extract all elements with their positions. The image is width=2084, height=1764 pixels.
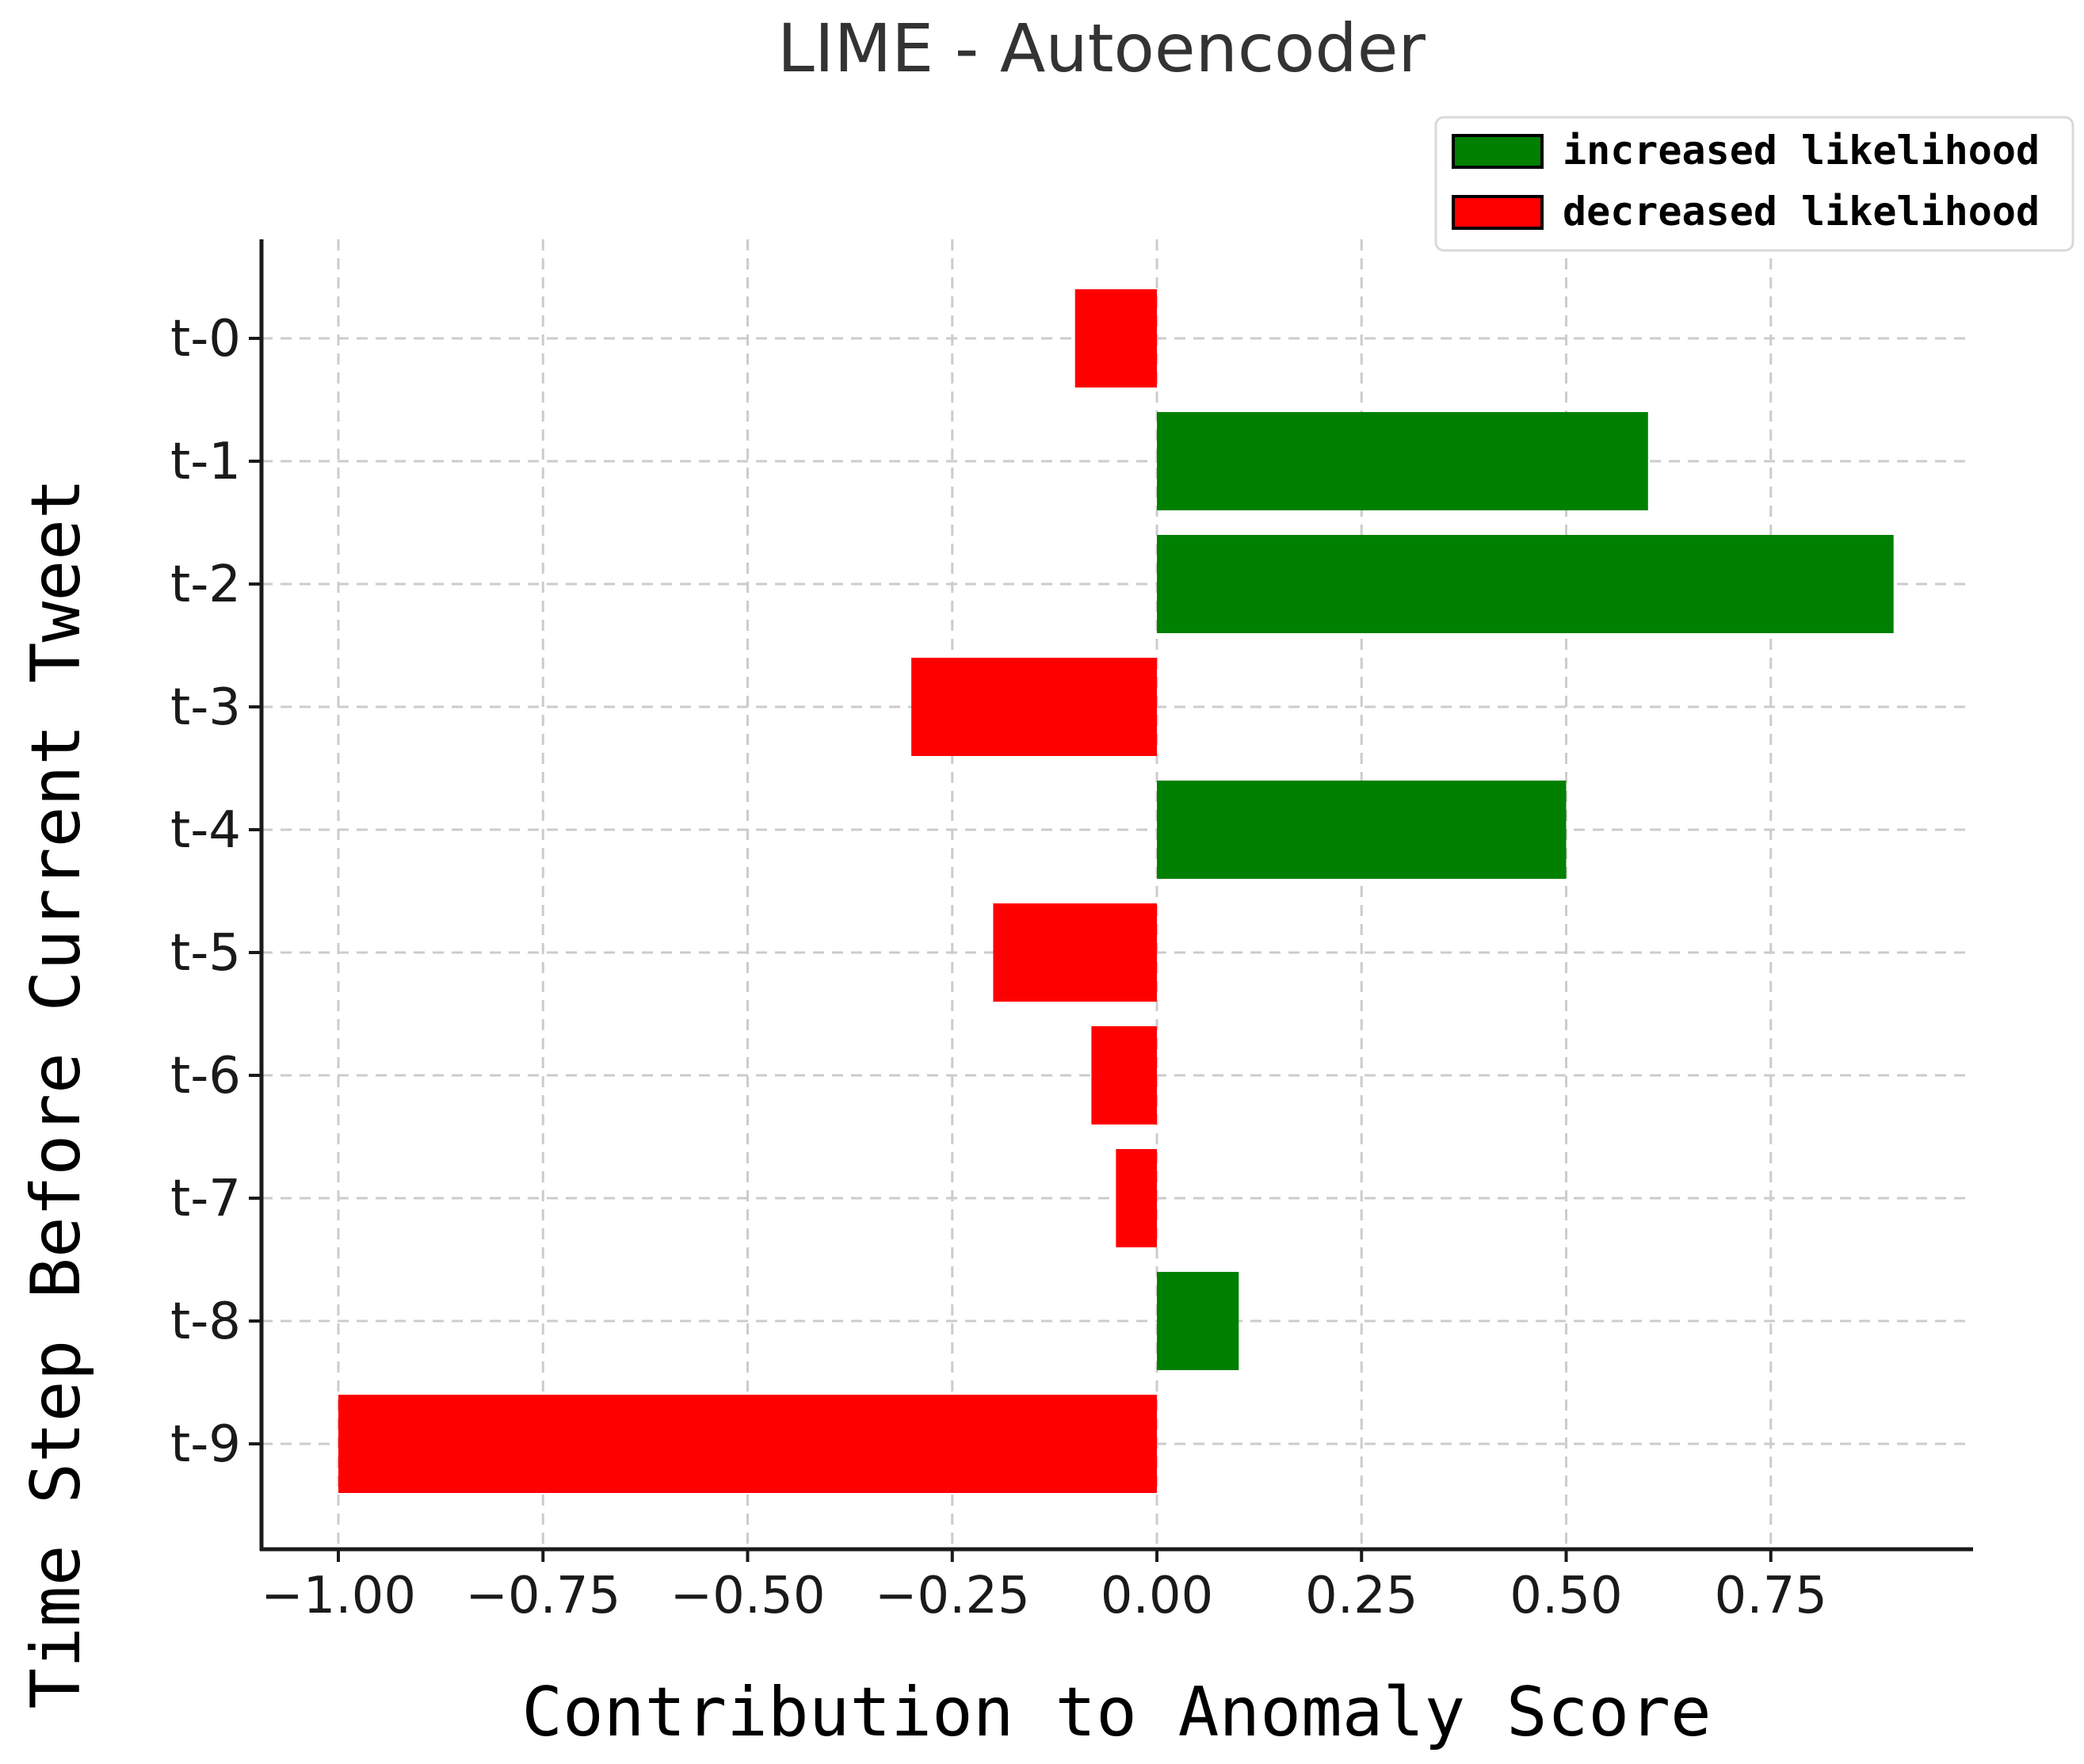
- y-tick-label: t-2: [170, 556, 241, 614]
- legend-label-increased: increased likelihood: [1563, 128, 2040, 174]
- legend-swatch-decreased: [1452, 195, 1544, 230]
- x-tick-label: −0.75: [465, 1567, 620, 1625]
- x-tick-label: 0.00: [1101, 1567, 1214, 1625]
- tick-labels: −1.00 −0.75 −0.50 −0.25 0.00 0.25 0.50 0.75 t-0 t…: [170, 310, 1827, 1625]
- legend-frame: [1434, 116, 2074, 252]
- y-tick-label: t-0: [170, 310, 241, 368]
- legend-swatch-increased: [1452, 134, 1544, 169]
- x-tick-label: −1.00: [261, 1567, 416, 1625]
- y-tick-label: t-7: [170, 1170, 241, 1228]
- x-tick-label: 0.75: [1715, 1567, 1828, 1625]
- y-tick-label: t-8: [170, 1292, 241, 1351]
- x-tick-label: −0.25: [875, 1567, 1030, 1625]
- y-tick-label: t-4: [170, 801, 241, 860]
- grid: [261, 239, 1973, 1549]
- bar-t-9: [338, 1395, 1157, 1493]
- bars: [338, 289, 1894, 1493]
- x-tick-label: 0.25: [1305, 1567, 1418, 1625]
- bar-t-0: [1074, 289, 1157, 388]
- x-tick-label: −0.50: [670, 1567, 825, 1625]
- bar-t-4: [1157, 781, 1567, 879]
- y-tick-label: t-5: [170, 924, 241, 983]
- bar-t-8: [1157, 1272, 1239, 1370]
- x-axis-title: Contribution to Anomaly Score: [521, 1673, 1712, 1752]
- bar-t-7: [1116, 1149, 1157, 1247]
- y-axis-title: Time Step Before Current Tweet: [17, 478, 96, 1709]
- axes: [249, 239, 1973, 1562]
- bar-t-3: [911, 658, 1157, 756]
- legend: increased likelihood decreased likelihoo…: [1434, 116, 2074, 252]
- bar-t-5: [993, 903, 1157, 1002]
- bar-t-1: [1157, 412, 1648, 510]
- x-tick-label: 0.50: [1510, 1567, 1623, 1625]
- bar-t-6: [1091, 1026, 1157, 1124]
- bar-t-2: [1157, 535, 1894, 633]
- legend-label-decreased: decreased likelihood: [1563, 189, 2040, 235]
- y-tick-label: t-6: [170, 1047, 241, 1105]
- y-tick-label: t-3: [170, 678, 241, 737]
- y-tick-label: t-1: [170, 433, 241, 491]
- y-tick-label: t-9: [170, 1415, 241, 1474]
- chart-title: LIME - Autoencoder: [777, 10, 1426, 87]
